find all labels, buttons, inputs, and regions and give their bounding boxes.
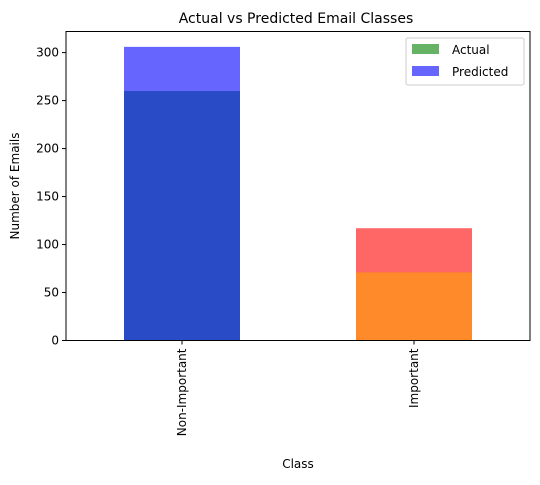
y-tick-label: 0 (51, 334, 59, 348)
bars-group (124, 46, 472, 341)
y-tick-label: 100 (36, 238, 59, 252)
y-tick-label: 300 (36, 46, 59, 60)
bar-actual-1 (356, 272, 472, 341)
y-tick-label: 200 (36, 142, 59, 156)
legend: Actual Predicted (405, 37, 525, 86)
legend-swatch-actual (412, 44, 439, 54)
y-axis: 0 50 100 150 200 250 300 (36, 46, 66, 348)
chart-title: Actual vs Predicted Email Classes (179, 11, 414, 27)
x-axis-label: Class (282, 457, 314, 471)
legend-label-predicted: Predicted (452, 65, 508, 79)
legend-swatch-predicted (412, 66, 439, 76)
x-tick-label: Important (407, 348, 421, 408)
x-tick-label: Non-Important (175, 348, 189, 436)
bar-actual-0 (124, 90, 240, 341)
y-axis-label: Number of Emails (8, 133, 22, 240)
y-tick-label: 250 (36, 94, 59, 108)
y-tick-label: 50 (44, 286, 59, 300)
plot-frame (65, 31, 531, 341)
legend-label-actual: Actual (452, 43, 490, 57)
x-axis: Non-Important Important (175, 340, 421, 436)
y-tick-label: 150 (36, 190, 59, 204)
